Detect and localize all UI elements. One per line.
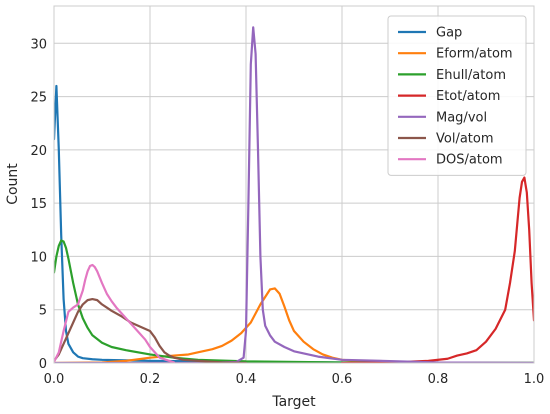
legend-label: Gap: [436, 26, 462, 41]
x-tick-label: 0.4: [236, 372, 257, 387]
y-tick-label: 20: [30, 144, 47, 159]
legend-label: DOS/atom: [436, 153, 503, 168]
y-tick-label: 30: [30, 37, 47, 52]
y-tick-label: 0: [39, 357, 47, 372]
series-line-etot-atom: [340, 176, 534, 363]
series-line-ehull-atom: [54, 239, 534, 363]
legend-label: Vol/atom: [436, 132, 494, 147]
legend-label: Etot/atom: [436, 89, 500, 104]
legend-box: [387, 15, 527, 176]
legend-label: Ehull/atom: [436, 68, 506, 83]
series-lines: [54, 26, 534, 363]
y-tick-label: 5: [39, 304, 47, 319]
x-tick-label: 0.2: [140, 372, 161, 387]
y-axis-label: Count: [5, 163, 21, 205]
series-line-mag-vol: [54, 26, 534, 363]
y-tick-label: 25: [30, 91, 47, 106]
legend-label: Eform/atom: [436, 47, 513, 62]
legend-label: Mag/vol: [436, 110, 487, 125]
x-tick-label: 0.6: [332, 372, 353, 387]
legend: Gap Eform/atom Ehull/atom Etot/atom Mag/vol V…: [387, 15, 527, 176]
x-tick-label: 0.0: [44, 372, 65, 387]
x-axis-label: Target: [271, 394, 316, 410]
y-tick-labels: 0 5 10 15 20 25 30: [30, 37, 47, 372]
y-tick-label: 10: [30, 250, 47, 265]
x-tick-labels: 0.0 0.2 0.4 0.6 0.8 1.0: [44, 372, 545, 387]
series-line-dos-atom: [54, 263, 176, 363]
y-tick-label: 15: [30, 197, 47, 212]
x-tick-label: 0.8: [428, 372, 449, 387]
x-tick-label: 1.0: [524, 372, 545, 387]
series-line-vol-atom: [54, 297, 248, 363]
plot-frame: [53, 5, 535, 364]
